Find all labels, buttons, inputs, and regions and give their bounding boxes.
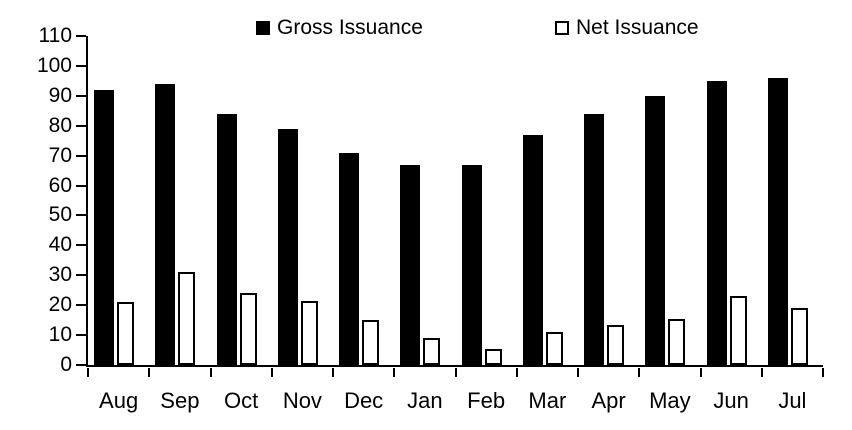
y-axis-tick-label: 0 (60, 353, 72, 376)
y-axis-tick-label: 40 (48, 233, 72, 257)
x-axis-category-label: Sep (160, 388, 200, 413)
gross-issuance-swatch-icon (256, 21, 270, 35)
bar-net-issuance-apr (607, 324, 624, 365)
y-axis-tick (75, 64, 86, 67)
bar-gross-issuance-dec (339, 152, 359, 365)
x-axis-tick (87, 368, 89, 377)
x-axis-category-label: Oct (224, 388, 259, 413)
bar-gross-issuance-jul (767, 77, 788, 365)
legend-item-gross-issuance: Gross Issuance (256, 14, 423, 42)
bar-gross-issuance-may (645, 95, 666, 365)
x-axis-tick (515, 368, 518, 377)
bar-net-issuance-mar (545, 332, 563, 365)
bar-gross-issuance-sep (155, 83, 176, 365)
y-axis-tick-label: 20 (48, 293, 72, 317)
x-axis-category-label: May (649, 388, 691, 413)
x-axis-tick (638, 368, 641, 377)
x-axis-tick (822, 368, 824, 377)
bar-net-issuance-oct (239, 293, 257, 365)
bar-gross-issuance-feb (461, 164, 482, 365)
y-axis-tick (75, 214, 86, 217)
x-axis-tick (454, 368, 457, 377)
bar-net-issuance-nov (300, 300, 318, 365)
x-axis-tick (332, 368, 334, 377)
x-axis-category-label: Feb (467, 388, 506, 413)
x-axis-tick (699, 368, 702, 377)
y-axis-tick (75, 154, 86, 157)
bar-net-issuance-dec (362, 320, 379, 365)
x-axis-category-label: Mar (528, 388, 567, 413)
y-axis-tick (75, 364, 86, 366)
bar-net-issuance-jun (729, 296, 747, 365)
y-axis-tick-label: 60 (48, 173, 72, 197)
x-axis-tick (393, 368, 396, 377)
y-axis-tick-label: 30 (48, 263, 72, 287)
x-axis-category-label: Jun (713, 388, 749, 413)
y-axis-tick-label: 50 (48, 203, 72, 227)
x-axis-tick (577, 368, 579, 377)
y-axis-tick-label: 70 (48, 143, 72, 167)
bar-gross-issuance-apr (584, 113, 604, 365)
y-axis-tick-label: 10 (48, 323, 72, 347)
x-axis-category-label: Nov (282, 388, 322, 413)
legend-item-net-issuance: Net Issuance (555, 14, 699, 42)
y-axis-tick (75, 274, 86, 277)
y-axis-tick-label: 80 (48, 113, 72, 137)
x-axis-category-label: Jan (407, 388, 443, 413)
y-axis-tick-label: 100 (36, 53, 72, 77)
bar-net-issuance-may (668, 318, 686, 365)
x-axis-tick (148, 368, 151, 377)
y-axis-tick (75, 304, 86, 307)
net-issuance-legend-label: Net Issuance (576, 16, 699, 39)
bar-gross-issuance-jun (706, 80, 727, 365)
bar-gross-issuance-aug (94, 89, 114, 365)
bar-net-issuance-feb (484, 348, 502, 365)
y-axis-tick (75, 35, 86, 37)
y-axis-tick (75, 94, 86, 97)
plot-area: 0 10 20 30 40 50 60 70 80 90 100 110 Aug Sep Oct Nov Dec… (37, 24, 824, 413)
y-axis-tick (75, 184, 86, 187)
y-axis-tick (75, 244, 86, 247)
y-axis-tick (75, 124, 86, 127)
y-axis-tick (75, 334, 86, 337)
bar-gross-issuance-oct (216, 113, 237, 365)
net-issuance-swatch-icon (555, 21, 569, 35)
x-axis-category-label: Apr (591, 388, 626, 413)
y-axis-tick-label: 110 (38, 24, 72, 47)
y-axis-tick-label: 90 (48, 83, 72, 107)
bar-net-issuance-jan (423, 338, 441, 365)
gross-issuance-legend-label: Gross Issuance (277, 16, 423, 39)
bar-net-issuance-sep (178, 272, 196, 365)
bar-net-issuance-aug (117, 302, 134, 365)
bar-net-issuance-jul (790, 308, 808, 365)
x-axis-category-label: Dec (344, 388, 384, 413)
bar-gross-issuance-nov (277, 128, 298, 365)
x-axis-tick (209, 368, 212, 377)
bar-gross-issuance-mar (522, 134, 543, 365)
x-axis-tick (760, 368, 763, 377)
x-axis-category-label: Jul (778, 388, 807, 413)
x-axis-tick (270, 368, 273, 377)
x-axis-category-label: Aug (99, 388, 139, 413)
chart-legend: Gross Issuance Net Issuance (0, 14, 852, 42)
bar-gross-issuance-jan (400, 164, 421, 365)
